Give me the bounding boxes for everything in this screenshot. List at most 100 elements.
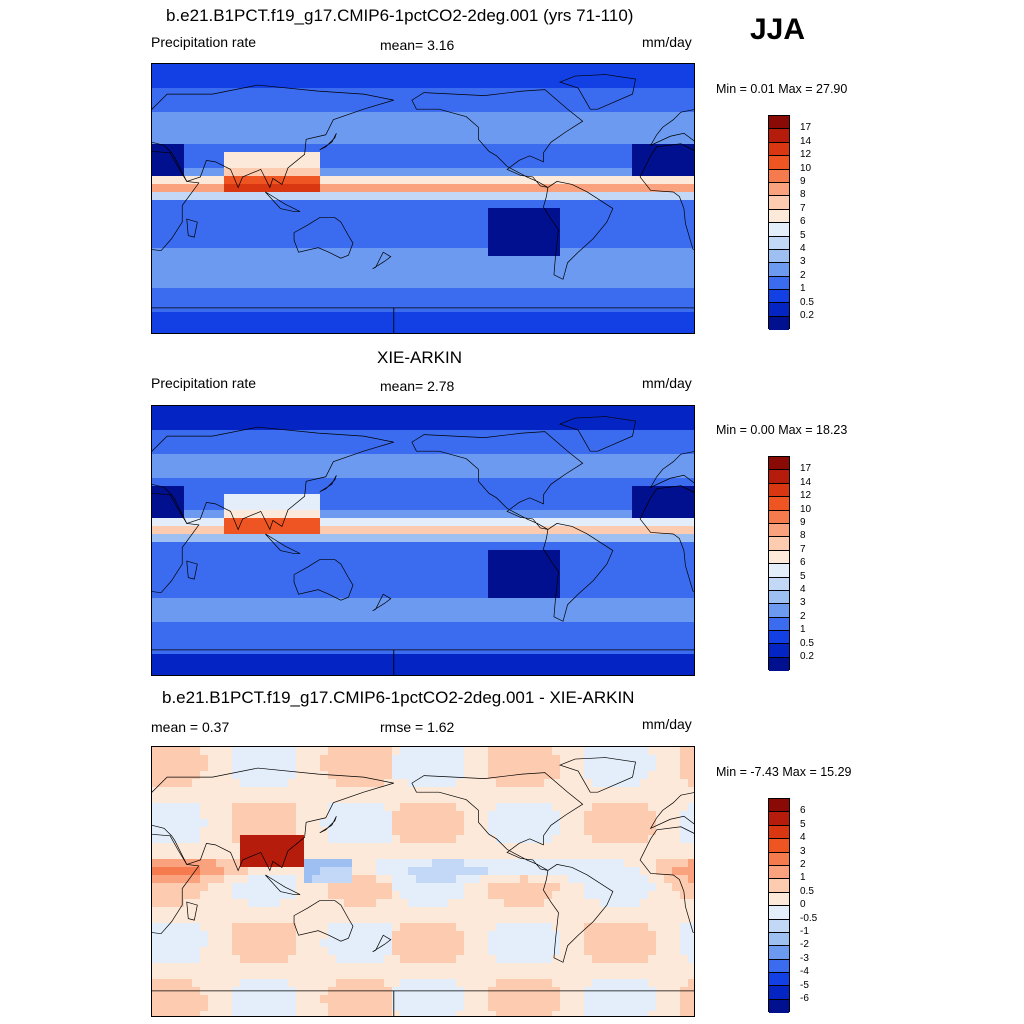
colorbar-tick-label: 5: [800, 818, 806, 830]
colorbar-swatch: [769, 812, 789, 826]
colorbar-tick-label: 9: [800, 176, 806, 187]
colorbar-swatch: [769, 116, 789, 130]
coastline: [293, 217, 354, 259]
colorbar-swatch: [769, 986, 789, 1000]
colorbar-swatch: [769, 497, 789, 511]
coastline: [411, 772, 584, 871]
colorbar-tick-label: 4: [800, 243, 806, 254]
colorbar-swatch: [769, 839, 789, 853]
panel-2-left-label: Precipitation rate: [151, 375, 257, 391]
colorbar-swatch: [769, 263, 789, 277]
colorbar-swatch: [769, 470, 789, 484]
colorbar-swatch: [769, 825, 789, 840]
colorbar-swatch: [769, 316, 789, 331]
colorbar-swatch: [769, 483, 789, 498]
colorbar-swatch: [769, 223, 789, 237]
colorbar-swatch: [769, 959, 789, 974]
colorbar-swatch: [769, 276, 789, 291]
colorbar-swatch: [769, 537, 789, 551]
panel-1-map: [151, 63, 695, 334]
colorbar-swatch: [769, 182, 789, 197]
colorbar-tick-label: -2: [800, 939, 809, 951]
coastline: [265, 874, 301, 895]
coastline: [411, 431, 584, 530]
panel-1-units: mm/day: [642, 34, 692, 50]
coastline: [639, 485, 694, 592]
coastline: [265, 191, 301, 212]
colorbar-tick-label: -6: [800, 993, 809, 1004]
coastline: [639, 143, 694, 250]
panel-2-mean: mean= 2.78: [380, 378, 455, 394]
colorbar-tick-label: 1: [800, 624, 806, 636]
colorbar-tick-label: 17: [800, 122, 812, 134]
panel-2-map: [151, 405, 695, 676]
colorbar-swatch: [769, 852, 789, 866]
coastline: [152, 150, 200, 252]
colorbar-tick-label: 0.5: [800, 296, 814, 308]
coastline: [558, 74, 636, 110]
colorbar-swatch: [769, 892, 789, 907]
coastline: [152, 492, 200, 594]
coastline: [372, 934, 392, 953]
colorbar-tick-label: 1: [800, 872, 806, 884]
coastline: [152, 426, 394, 531]
colorbar-tick-label: 17: [800, 463, 812, 475]
colorbar-tick-label: 6: [800, 216, 806, 228]
colorbar-swatch: [769, 129, 789, 143]
coastline: [152, 649, 395, 675]
colorbar-tick-label: 0.5: [800, 885, 814, 897]
colorbar-tick-label: 5: [800, 229, 806, 241]
coastline: [152, 84, 394, 189]
coastline: [319, 475, 337, 493]
coastline: [639, 826, 694, 933]
coastline: [186, 901, 198, 921]
colorbar-swatch: [769, 249, 789, 264]
colorbar-swatch: [769, 590, 789, 605]
colorbar-swatch: [769, 236, 789, 250]
panel-1-map-plot: [152, 64, 694, 333]
panel-3-map: [151, 746, 695, 1017]
coastline: [293, 559, 354, 601]
coastline: [152, 833, 200, 935]
colorbar-swatch: [769, 550, 789, 565]
colorbar-swatch: [769, 510, 789, 524]
colorbar-swatch: [769, 604, 789, 618]
panel-1-title: b.e21.B1PCT.f19_g17.CMIP6-1pctCO2-2deg.0…: [166, 6, 634, 25]
colorbar-swatch: [769, 799, 789, 813]
coastline: [186, 560, 198, 580]
colorbar-tick-label: 6: [800, 805, 806, 817]
coastline: [319, 133, 337, 151]
panel-2-map-plot: [152, 406, 694, 675]
coastline: [393, 307, 694, 333]
colorbar-tick-label: -1: [800, 926, 809, 937]
colorbar-swatch: [769, 156, 789, 170]
coastline: [558, 757, 636, 793]
panel-3-mean: mean = 0.37: [151, 719, 230, 735]
coastline: [542, 181, 614, 280]
colorbar-swatch: [769, 631, 789, 645]
coastline: [152, 990, 395, 1016]
panel-3-colorbar: [768, 798, 790, 1014]
colorbar-tick-label: 4: [800, 832, 806, 844]
colorbar-tick-label: 0.2: [800, 310, 814, 321]
colorbar-tick-label: 7: [800, 543, 806, 555]
colorbar-swatch: [769, 209, 789, 224]
colorbar-tick-label: -4: [800, 966, 809, 978]
colorbar-tick-label: -5: [800, 979, 809, 991]
colorbar-swatch: [769, 906, 789, 920]
colorbar-swatch: [769, 142, 789, 157]
colorbar-tick-label: 3: [800, 256, 806, 268]
colorbar-swatch: [769, 932, 789, 947]
colorbar-tick-label: 4: [800, 584, 806, 595]
panel-3-title: b.e21.B1PCT.f19_g17.CMIP6-1pctCO2-2deg.0…: [162, 688, 635, 707]
colorbar-swatch: [769, 644, 789, 658]
colorbar-tick-label: 3: [800, 597, 806, 609]
colorbar-swatch: [769, 290, 789, 304]
colorbar-tick-label: 1: [800, 283, 806, 295]
coastline: [542, 523, 614, 622]
coastline: [393, 990, 694, 1016]
colorbar-tick-label: -3: [800, 952, 809, 964]
panel-1-mean: mean= 3.16: [380, 37, 455, 53]
colorbar-swatch: [769, 999, 789, 1014]
colorbar-tick-label: 8: [800, 189, 806, 201]
